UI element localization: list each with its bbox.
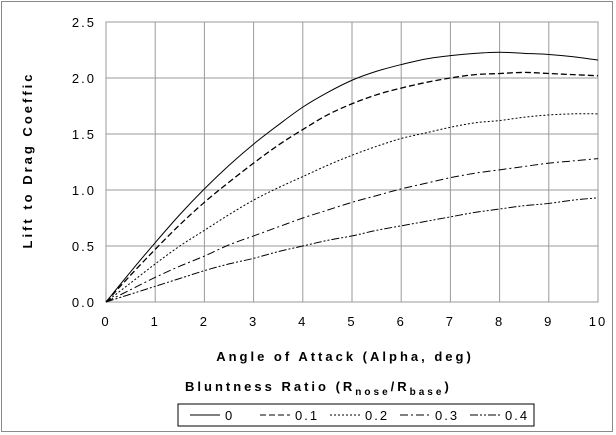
y-tick-label: 1.5 [72, 127, 96, 142]
legend-label-4: 0.4 [505, 408, 529, 423]
y-tick-labels: 0.0 0.5 1.0 1.5 2.0 2.5 [72, 15, 96, 310]
legend-label-1: 0.1 [295, 408, 319, 423]
legend-title-mid: /R [391, 379, 410, 394]
y-tick-label: 0.5 [72, 239, 96, 254]
series-line-3 [105, 158, 599, 303]
y-axis-title: Lift to Drag Coeffic [20, 72, 35, 249]
x-tick-label: 7 [446, 314, 455, 329]
x-tick-label: 0 [101, 314, 110, 329]
series-line-1 [105, 71, 599, 303]
y-tick-label: 2.5 [72, 15, 96, 30]
x-tick-label: 1 [151, 314, 160, 329]
series-line-2 [105, 113, 599, 303]
x-tick-label: 4 [298, 314, 307, 329]
legend-label-2: 0.2 [365, 408, 389, 423]
legend-title: Bluntness Ratio (Rnose/Rbase) [185, 379, 452, 398]
x-tick-label: 8 [495, 314, 504, 329]
x-tick-label: 9 [544, 314, 553, 329]
x-tick-label: 3 [249, 314, 258, 329]
series-layer [105, 51, 599, 303]
y-tick-label: 0.0 [72, 295, 96, 310]
legend-title-end: ) [444, 379, 451, 394]
x-tick-label: 2 [200, 314, 209, 329]
y-tick-label: 1.0 [72, 183, 96, 198]
legend-label-3: 0.3 [435, 408, 459, 423]
grid-lines [105, 21, 599, 303]
legend-title-sub-nose: nose [355, 387, 390, 398]
series-line-4 [105, 197, 599, 303]
plot-area-border [105, 21, 599, 303]
x-tick-label: 10 [589, 314, 607, 329]
x-tick-label: 6 [397, 314, 406, 329]
legend-label-0: 0 [225, 408, 234, 423]
legend-items: 0 0.1 0.2 0.3 0.4 [190, 408, 529, 423]
x-axis-title: Angle of Attack (Alpha, deg) [216, 349, 474, 364]
x-tick-labels: 0 1 2 3 4 5 6 7 8 9 10 [101, 314, 607, 329]
legend-title-main: Bluntness Ratio (R [185, 379, 355, 394]
legend-title-sub-base: base [410, 387, 445, 398]
y-tick-label: 2.0 [72, 71, 96, 86]
x-tick-label: 5 [347, 314, 356, 329]
series-line-0 [105, 51, 599, 303]
